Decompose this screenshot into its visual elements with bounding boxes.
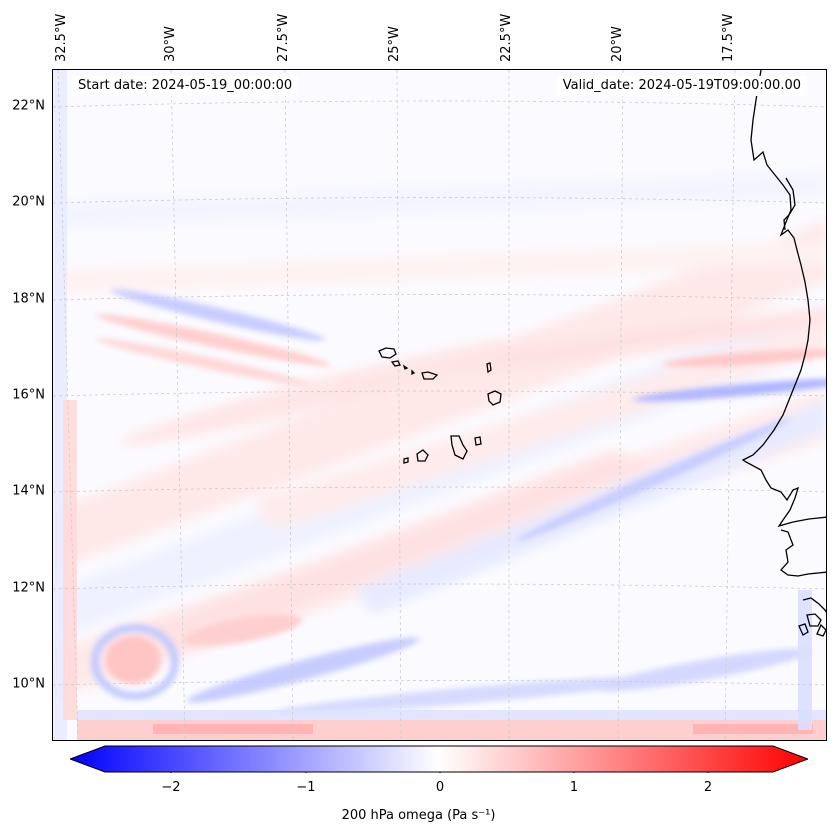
lon-label-22-5w: 22.5°W (499, 13, 514, 62)
omega-field-map (53, 70, 826, 740)
lat-label-18n: 18°N (12, 291, 45, 307)
african-coastline (741, 70, 826, 637)
colorbar-gradient (70, 745, 808, 773)
lat-label-20n: 20°N (12, 194, 45, 210)
colorbar-tick-minus-2: −2 (161, 780, 181, 795)
lon-label-30w: 30°W (163, 26, 178, 62)
colorbar-tick-2: 2 (703, 780, 713, 795)
lat-label-16n: 16°N (12, 387, 45, 403)
lon-label-20w: 20°W (610, 26, 625, 62)
valid-date-label: Valid_date: 2024-05-19T09:00:00.00 (556, 76, 807, 96)
lon-label-17-5w: 17.5°W (721, 13, 736, 62)
omega-field (53, 170, 826, 700)
colorbar (70, 745, 808, 773)
lon-label-27-5w: 27.5°W (276, 13, 291, 62)
start-date-label: Start date: 2024-05-19_00:00:00 (72, 76, 299, 96)
colorbar-tick-minus-1: −1 (296, 780, 316, 795)
lat-label-14n: 14°N (12, 483, 45, 499)
lon-label-25w: 25°W (387, 26, 402, 62)
lon-label-32-5w: 32.5°W (54, 13, 69, 62)
graticule (53, 70, 826, 740)
map-panel (52, 69, 827, 741)
colorbar-tick-1: 1 (569, 780, 579, 795)
colorbar-tick-0: 0 (435, 780, 445, 795)
lat-label-22n: 22°N (12, 98, 45, 114)
lat-label-12n: 12°N (12, 580, 45, 596)
colorbar-label: 200 hPa omega (Pa s⁻¹) (341, 808, 496, 823)
cape-verde-islands (378, 347, 502, 464)
lat-label-10n: 10°N (12, 676, 45, 692)
